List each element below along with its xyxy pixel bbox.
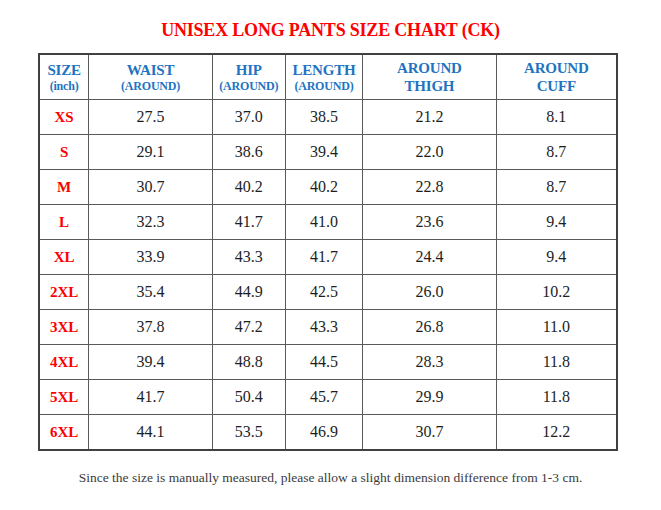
waist-value: 29.1 [89,135,213,170]
size-label: 4XL [39,345,89,380]
hip-value: 47.2 [212,310,285,345]
size-label: XL [39,240,89,275]
size-label: L [39,205,89,240]
hip-value: 41.7 [212,205,285,240]
table-row-4xl: 4XL 39.4 48.8 44.5 28.3 11.8 [39,345,617,380]
table-row-3xl: 3XL 37.8 47.2 43.3 26.8 11.0 [39,310,617,345]
hip-value: 37.0 [212,100,285,135]
length-value: 46.9 [285,415,362,451]
cuff-value: 11.8 [496,345,617,380]
length-value: 41.0 [285,205,362,240]
length-value: 43.3 [285,310,362,345]
waist-value: 44.1 [89,415,213,451]
waist-value: 37.8 [89,310,213,345]
column-header-sublabel: (AROUND) [213,79,285,93]
cuff-value: 12.2 [496,415,617,451]
column-header-label: AROUND [497,59,616,77]
measurement-disclaimer: Since the size is manually measured, ple… [0,470,661,486]
length-value: 45.7 [285,380,362,415]
thigh-value: 24.4 [363,240,497,275]
thigh-value: 30.7 [363,415,497,451]
column-header-hip: HIP (AROUND) [212,54,285,100]
page-title: UNISEX LONG PANTS SIZE CHART (CK) [0,0,661,41]
header-row: SIZE (inch) WAIST (AROUND) HIP (AROUND) … [39,54,617,100]
column-header-label: AROUND [363,59,496,77]
column-header-sublabel: CUFF [497,77,616,95]
length-value: 44.5 [285,345,362,380]
table-row-xs: XS 27.5 37.0 38.5 21.2 8.1 [39,100,617,135]
size-label: 6XL [39,415,89,451]
table-row-m: M 30.7 40.2 40.2 22.8 8.7 [39,170,617,205]
table-row-l: L 32.3 41.7 41.0 23.6 9.4 [39,205,617,240]
thigh-value: 28.3 [363,345,497,380]
waist-value: 41.7 [89,380,213,415]
size-chart-table: SIZE (inch) WAIST (AROUND) HIP (AROUND) … [38,53,618,451]
size-label: 3XL [39,310,89,345]
cuff-value: 8.7 [496,170,617,205]
size-label: 2XL [39,275,89,310]
column-header-around-cuff: AROUND CUFF [496,54,617,100]
waist-value: 32.3 [89,205,213,240]
length-value: 38.5 [285,100,362,135]
cuff-value: 9.4 [496,205,617,240]
column-header-sublabel: (AROUND) [89,79,212,93]
size-label: 5XL [39,380,89,415]
column-header-label: HIP [213,61,285,79]
column-header-size: SIZE (inch) [39,54,89,100]
thigh-value: 21.2 [363,100,497,135]
thigh-value: 23.6 [363,205,497,240]
waist-value: 27.5 [89,100,213,135]
column-header-sublabel: (inch) [40,79,88,93]
cuff-value: 10.2 [496,275,617,310]
cuff-value: 11.8 [496,380,617,415]
hip-value: 50.4 [212,380,285,415]
hip-value: 38.6 [212,135,285,170]
table-row-s: S 29.1 38.6 39.4 22.0 8.7 [39,135,617,170]
waist-value: 30.7 [89,170,213,205]
waist-value: 39.4 [89,345,213,380]
size-chart-page: UNISEX LONG PANTS SIZE CHART (CK) SIZE (… [0,0,661,510]
column-header-label: LENGTH [286,61,362,79]
hip-value: 44.9 [212,275,285,310]
column-header-label: SIZE [40,61,88,79]
waist-value: 35.4 [89,275,213,310]
thigh-value: 26.0 [363,275,497,310]
size-label: M [39,170,89,205]
table-row-2xl: 2XL 35.4 44.9 42.5 26.0 10.2 [39,275,617,310]
column-header-around-thigh: AROUND THIGH [363,54,497,100]
thigh-value: 29.9 [363,380,497,415]
cuff-value: 11.0 [496,310,617,345]
column-header-sublabel: THIGH [363,77,496,95]
cuff-value: 8.1 [496,100,617,135]
cuff-value: 9.4 [496,240,617,275]
hip-value: 48.8 [212,345,285,380]
column-header-label: WAIST [89,61,212,79]
hip-value: 40.2 [212,170,285,205]
thigh-value: 26.8 [363,310,497,345]
length-value: 39.4 [285,135,362,170]
table-row-xl: XL 33.9 43.3 41.7 24.4 9.4 [39,240,617,275]
waist-value: 33.9 [89,240,213,275]
hip-value: 53.5 [212,415,285,451]
table-row-6xl: 6XL 44.1 53.5 46.9 30.7 12.2 [39,415,617,451]
thigh-value: 22.8 [363,170,497,205]
length-value: 42.5 [285,275,362,310]
column-header-waist: WAIST (AROUND) [89,54,213,100]
column-header-sublabel: (AROUND) [286,79,362,93]
length-value: 41.7 [285,240,362,275]
hip-value: 43.3 [212,240,285,275]
thigh-value: 22.0 [363,135,497,170]
cuff-value: 8.7 [496,135,617,170]
table-row-5xl: 5XL 41.7 50.4 45.7 29.9 11.8 [39,380,617,415]
column-header-length: LENGTH (AROUND) [285,54,362,100]
size-label: XS [39,100,89,135]
length-value: 40.2 [285,170,362,205]
size-label: S [39,135,89,170]
